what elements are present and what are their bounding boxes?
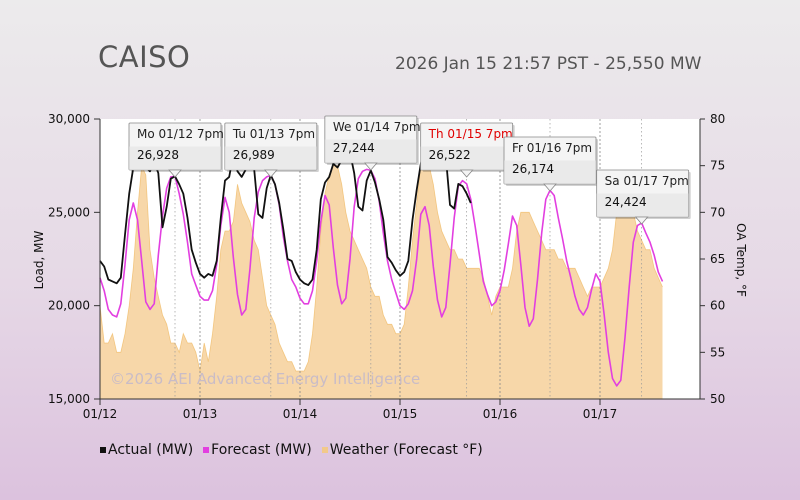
timestamp-readout: 2026 Jan 15 21:57 PST - 25,550 MW (395, 54, 702, 74)
callout-pointer (263, 169, 278, 178)
legend-swatch-actual (100, 447, 106, 453)
peak-callout: Sa 01/17 7pm 24,424 (596, 169, 691, 225)
callout-shade (504, 160, 596, 184)
peak-callout: Th 01/15 7pm 26,522 (420, 122, 515, 178)
callout-date: Fr 01/16 7pm (512, 141, 592, 155)
series-actual-line (99, 140, 472, 286)
callout-shade (129, 146, 221, 170)
callout-shade (324, 139, 417, 163)
callout-pointer (459, 169, 474, 178)
x-tick-label: 01/16 (483, 407, 518, 421)
y-tick-label: 20,000 (48, 299, 90, 313)
x-tick-label: 01/14 (283, 407, 318, 421)
callout-pointer (168, 169, 182, 178)
y2-tick-label: 80 (710, 112, 725, 126)
callout-date: Th 01/15 7pm (428, 127, 513, 141)
x-tick-label: 01/15 (383, 407, 418, 421)
callout-value: 24,424 (605, 195, 647, 209)
plot-area: ©2026 AEI Advanced Energy Intelligence 15… (32, 112, 748, 421)
callout-date: Mo 01/12 7pm (137, 127, 224, 141)
callout-value: 27,244 (333, 141, 375, 155)
y2-tick-label: 50 (710, 392, 725, 406)
y2-tick-label: 65 (710, 252, 725, 266)
x-tick-label: 01/13 (183, 407, 218, 421)
callout-shade (420, 146, 513, 170)
weather-area (100, 156, 663, 399)
peak-callout: Tu 01/13 7pm 26,989 (224, 122, 319, 178)
callout-shade (224, 146, 317, 170)
y-tick-label: 25,000 (48, 205, 90, 219)
watermark-text: ©2026 AEI Advanced Energy Intelligence (110, 370, 420, 388)
callout-shade (596, 193, 689, 217)
legend-swatch-forecast (203, 447, 210, 453)
series-forecast-line (99, 168, 664, 387)
callout-value: 26,522 (429, 148, 471, 162)
y-tick-label: 30,000 (48, 112, 90, 126)
y2-axis-title: OA Temp, °F (734, 223, 748, 297)
peak-callout: Fr 01/16 7pm 26,174 (503, 136, 598, 192)
callout-value: 26,174 (512, 162, 554, 176)
y-axis-title: Load, MW (32, 231, 46, 290)
legend-item-forecast[interactable]: Forecast (MW) (203, 442, 312, 458)
x-tick-label: 01/12 (83, 407, 118, 421)
legend-label-weather: Weather (Forecast °F) (329, 442, 483, 458)
y2-tick-label: 55 (710, 345, 725, 359)
legend-swatch-weather (321, 447, 328, 453)
y2-tick-label: 75 (710, 159, 725, 173)
callout-pointer (363, 162, 378, 171)
callout-date: Sa 01/17 7pm (605, 174, 689, 188)
legend-label-forecast: Forecast (MW) (211, 442, 312, 458)
y-tick-label: 15,000 (48, 392, 90, 406)
callout-date: We 01/14 7pm (333, 120, 421, 134)
y2-tick-label: 60 (710, 299, 725, 313)
y2-tick-label: 70 (710, 205, 725, 219)
x-tick-label: 01/17 (583, 407, 618, 421)
legend-label-actual: Actual (MW) (108, 442, 194, 458)
legend-item-weather[interactable]: Weather (Forecast °F) (321, 442, 483, 458)
chart-legend: Actual (MW) Forecast (MW) Weather (Forec… (100, 442, 483, 458)
callout-value: 26,928 (137, 148, 179, 162)
legend-item-actual[interactable]: Actual (MW) (100, 442, 193, 458)
page-title: CAISO (98, 40, 191, 74)
callout-pointer (634, 216, 649, 225)
peak-callout: Mo 01/12 7pm 26,928 (128, 122, 224, 178)
callout-date: Tu 01/13 7pm (232, 127, 315, 141)
callout-pointer (543, 183, 557, 192)
callout-value: 26,989 (233, 148, 275, 162)
peak-callout: We 01/14 7pm 27,244 (324, 115, 421, 171)
